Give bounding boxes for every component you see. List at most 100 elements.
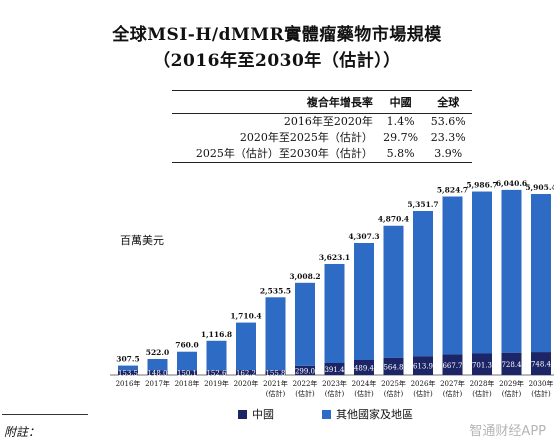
cagr-header-label: 複合年增長率 [172,90,377,114]
total-data-label: 5,986.7 [466,181,497,190]
legend-item-china: 中國 [238,406,274,422]
x-tick-label: 2023年 [322,379,347,388]
x-tick-label: (估計) [531,389,551,398]
china-data-label: 299.0 [295,367,315,375]
china-data-label: 162.2 [236,370,256,378]
total-data-label: 6,040.6 [496,179,527,188]
total-data-label: 4,870.4 [378,215,409,224]
bar-segment-china [501,352,522,375]
bar-segment-china [442,354,463,375]
cagr-header-row: 複合年增長率 中國 全球 [172,90,472,114]
x-tick-label: 2018年 [175,379,200,388]
x-tick-label: 2027年 [440,379,465,388]
x-tick-label: (估計) [443,389,463,398]
bar-segment-china [324,363,345,375]
china-data-label: 748.4 [531,361,552,369]
footnote-divider [2,414,88,415]
x-tick-label: 2028年 [470,379,495,388]
bar-segment-china [206,370,227,375]
cagr-period: 2020年至2025年（估計） [239,131,373,144]
bar-segment-other [206,340,227,371]
bar-segment-china [472,353,492,375]
x-tick-label: 2022年 [293,379,318,388]
bar-segment-other [442,196,463,355]
bar-segment-china [383,357,404,375]
bar-segment-other [354,243,374,361]
bar-segment-china [295,365,315,375]
bar-segment-other [531,194,551,353]
cagr-row: 2020年至2025年（估計） 29.7% 23.3% [172,130,472,146]
china-data-label: 152.6 [206,370,227,378]
x-tick-label: 2026年 [411,379,436,388]
bar-segment-china [265,370,286,375]
legend-label-other: 其他國家及地區 [336,408,413,421]
bar-segment-china [531,352,551,375]
china-data-label: 153.5 [118,370,138,378]
total-data-label: 760.0 [175,341,199,350]
total-data-label: 1,710.4 [230,312,261,321]
x-tick-label: 2029年 [499,379,524,388]
cagr-global-value: 53.6% [430,115,466,128]
x-tick-label: (估計) [472,389,492,398]
cagr-header-global: 全球 [424,90,472,114]
x-tick-label: 2025年 [381,379,406,388]
china-data-label: 155.8 [265,370,285,378]
watermark: 智通财经APP [469,424,546,439]
bar-segment-china [236,370,256,375]
china-data-label: 667.7 [442,362,462,370]
bar-segment-other [501,189,522,353]
total-data-label: 3,008.2 [289,272,320,281]
total-data-label: 5,351.7 [407,200,438,209]
cagr-period: 2025年（估計）至2030年（估計） [172,146,377,163]
chart-subtitle: （2016年至2030年（估計）） [153,51,401,71]
china-data-label: 391.4 [324,366,345,374]
cagr-period: 2016年至2020年 [283,115,373,128]
bar-segment-china [118,370,138,375]
cagr-global-value: 23.3% [430,131,466,144]
bar-segment-other [413,210,433,357]
total-data-label: 5,905.4 [525,183,554,192]
bar-segment-other [295,282,315,366]
x-tick-label: (估計) [354,389,374,398]
cagr-global-value: 3.9% [424,146,472,163]
china-data-label: 489.4 [354,365,375,373]
x-tick-label: 2020年 [234,379,259,388]
footnote: 附註： [4,425,41,439]
total-data-label: 1,116.8 [201,330,232,339]
bar-segment-other [383,225,404,358]
x-tick-label: (估計) [502,389,522,398]
bar-segment-other [324,263,345,364]
bar-segment-other [472,191,492,354]
china-data-label: 148.0 [147,370,167,378]
cagr-china-value: 1.4% [386,115,415,128]
legend-item-other: 其他國家及地區 [322,406,413,422]
cagr-china-value: 29.7% [383,131,419,144]
x-tick-label: (估計) [266,389,286,398]
bar-segment-other [236,322,256,371]
x-tick-label: 2017年 [145,379,170,388]
total-data-label: 4,307.3 [348,232,379,241]
cagr-row: 2025年（估計）至2030年（估計） 5.8% 3.9% [172,146,472,163]
bar-segment-other [265,297,286,371]
bar-segment-china [177,370,197,375]
x-tick-label: (估計) [295,389,315,398]
total-data-label: 522.0 [146,348,170,357]
x-tick-label: 2021年 [263,379,288,388]
x-tick-label: 2030年 [529,379,554,388]
cagr-row: 2016年至2020年 1.4% 53.6% [172,114,472,131]
x-tick-label: (估計) [384,389,404,398]
total-data-label: 307.5 [116,355,140,364]
x-tick-label: (估計) [413,389,433,398]
china-data-label: 613.9 [413,363,433,371]
bar-segment-other [177,351,197,371]
x-tick-label: 2019年 [204,379,229,388]
cagr-china-value: 5.8% [376,146,425,163]
cagr-header-china: 中國 [376,90,425,114]
cagr-table: 複合年增長率 中國 全球 2016年至2020年 1.4% 53.6% 2020… [172,90,472,163]
total-data-label: 2,535.5 [260,286,291,295]
bar-segment-other [118,365,138,371]
bar-segment-china [354,360,374,375]
bar-segment-china [147,370,168,375]
unit-label: 百萬美元 [120,234,164,247]
